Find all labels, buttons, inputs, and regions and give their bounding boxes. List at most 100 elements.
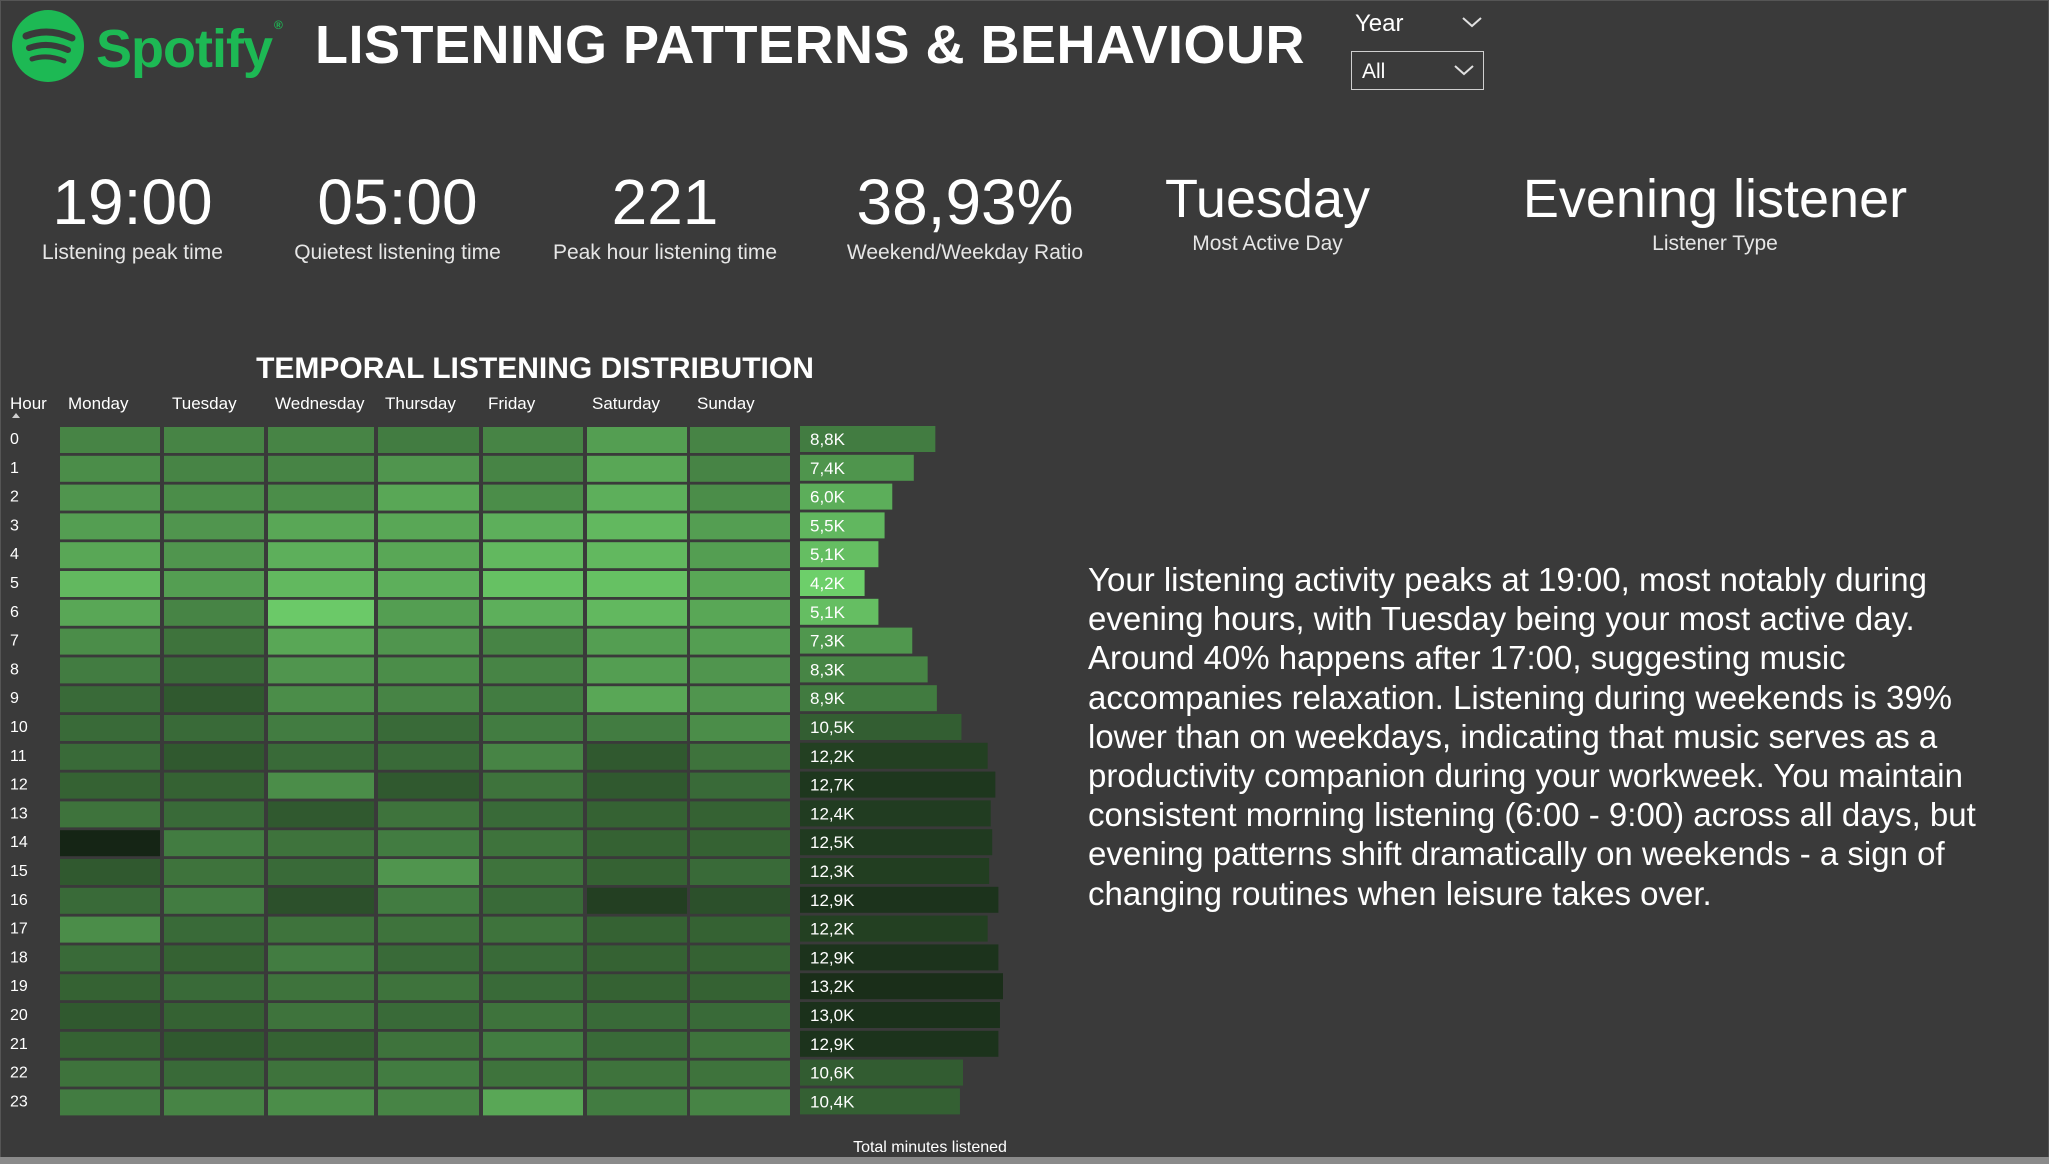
total-minutes-bar (800, 483, 893, 510)
heatmap-cell (268, 571, 374, 597)
heatmap-cell (268, 484, 374, 511)
heatmap-column-label: Saturday (592, 394, 661, 413)
heatmap-cell (483, 427, 583, 453)
heatmap-cell (60, 657, 160, 684)
heatmap-cell (690, 657, 790, 684)
page-title: LISTENING PATTERNS & BEHAVIOUR (315, 15, 1306, 75)
total-minutes-label: 13,0K (810, 1006, 855, 1025)
total-minutes-label: 8,8K (810, 430, 846, 449)
total-minutes-bar (800, 685, 937, 712)
heatmap-cell (164, 1060, 264, 1087)
heatmap-cell (378, 542, 479, 569)
total-minutes-bar (800, 598, 879, 625)
heatmap-cell (164, 599, 264, 626)
total-minutes-label: 12,2K (810, 747, 855, 766)
heatmap-cell (60, 513, 160, 540)
heatmap-cell (483, 974, 583, 1001)
kpi-weekend-ratio: 38,93% Weekend/Weekday Ratio (840, 165, 1090, 265)
year-filter-label: Year (1355, 10, 1404, 37)
heatmap-cell (60, 743, 160, 770)
total-minutes-bar (800, 915, 988, 942)
heatmap-cell (268, 1089, 374, 1116)
heatmap-cell (164, 455, 264, 482)
heatmap-hour-label: 8 (10, 661, 19, 678)
heatmap-cell (60, 1031, 160, 1058)
heatmap-cell (164, 484, 264, 511)
total-minutes-label: 10,4K (810, 1092, 855, 1111)
chart-title: TEMPORAL LISTENING DISTRIBUTION (256, 352, 814, 385)
heatmap-cell (483, 772, 583, 799)
heatmap-cell (483, 715, 583, 741)
total-minutes-bar (800, 771, 996, 798)
heatmap-cell (587, 830, 687, 857)
kpi-peak-hour-time: 221 Peak hour listening time (550, 165, 780, 265)
heatmap-hour-label: 15 (10, 863, 28, 880)
total-minutes-bar (800, 944, 999, 971)
total-minutes-bar (800, 454, 914, 481)
total-minutes-bar (800, 742, 988, 769)
heatmap-hour-label: 9 (10, 690, 19, 707)
heatmap-cell (690, 945, 790, 972)
year-dropdown[interactable]: All (1351, 51, 1484, 90)
total-minutes-bar (800, 973, 1003, 1000)
heatmap-cell (268, 830, 374, 857)
heatmap-cell (60, 715, 160, 741)
heatmap-cell (587, 1060, 687, 1087)
kpi-label: Quietest listening time (294, 241, 501, 264)
heatmap-cell (164, 427, 264, 453)
heatmap-cell (587, 945, 687, 972)
heatmap-cell (483, 657, 583, 684)
heatmap-cell (60, 916, 160, 943)
heatmap-cell (483, 484, 583, 511)
heatmap-cell (164, 945, 264, 972)
heatmap-cell (690, 686, 790, 713)
heatmap-cell (587, 686, 687, 713)
spotify-logo-icon (12, 10, 84, 82)
heatmap-cell (60, 571, 160, 597)
total-minutes-bar (800, 858, 990, 884)
heatmap-cell (483, 1003, 583, 1029)
heatmap-hour-label: 1 (10, 460, 19, 477)
total-minutes-bar (800, 656, 928, 683)
heatmap-cell (378, 974, 479, 1001)
heatmap-cell (587, 1089, 687, 1116)
heatmap-cell (378, 1060, 479, 1087)
heatmap-cell (378, 571, 479, 597)
year-dropdown-value: All (1362, 60, 1386, 83)
heatmap-hour-label: 4 (10, 546, 19, 563)
heatmap-cell (587, 599, 687, 626)
heatmap-cell (587, 859, 687, 885)
heatmap-cell (690, 513, 790, 540)
kpi-value: Evening listener (1522, 169, 1908, 229)
heatmap-cell (587, 455, 687, 482)
total-minutes-label: 12,3K (810, 862, 855, 881)
heatmap-cell (690, 1089, 790, 1116)
heatmap-hour-label: 5 (10, 575, 19, 592)
total-minutes-label: 12,4K (810, 804, 855, 823)
total-minutes-label: 7,3K (810, 632, 846, 651)
total-minutes-label: 5,5K (810, 516, 846, 535)
heatmap-cell (587, 887, 687, 914)
heatmap-cell (268, 657, 374, 684)
heatmap-cell (587, 715, 687, 741)
heatmap-cell (587, 513, 687, 540)
heatmap-cell (378, 830, 479, 857)
heatmap-cell (378, 628, 479, 655)
total-minutes-bar (800, 1088, 960, 1115)
spotify-logo: Spotify ® (12, 10, 283, 88)
heatmap-cell (268, 945, 374, 972)
heatmap-cell (164, 628, 264, 655)
heatmap-hour-label: 21 (10, 1036, 28, 1053)
brand-trademark: ® (274, 18, 283, 32)
heatmap-cell (268, 455, 374, 482)
heatmap-hour-label: 18 (10, 949, 28, 966)
heatmap-cell (268, 1031, 374, 1058)
heatmap-cell (268, 772, 374, 799)
chevron-down-icon[interactable] (1460, 12, 1484, 32)
total-minutes-bar (800, 512, 885, 539)
heatmap-cell (587, 916, 687, 943)
kpi-label: Peak hour listening time (552, 241, 778, 264)
heatmap-hour-label: 19 (10, 978, 28, 995)
kpi-value: 19:00 (52, 166, 213, 238)
kpi-value: 221 (611, 166, 719, 238)
